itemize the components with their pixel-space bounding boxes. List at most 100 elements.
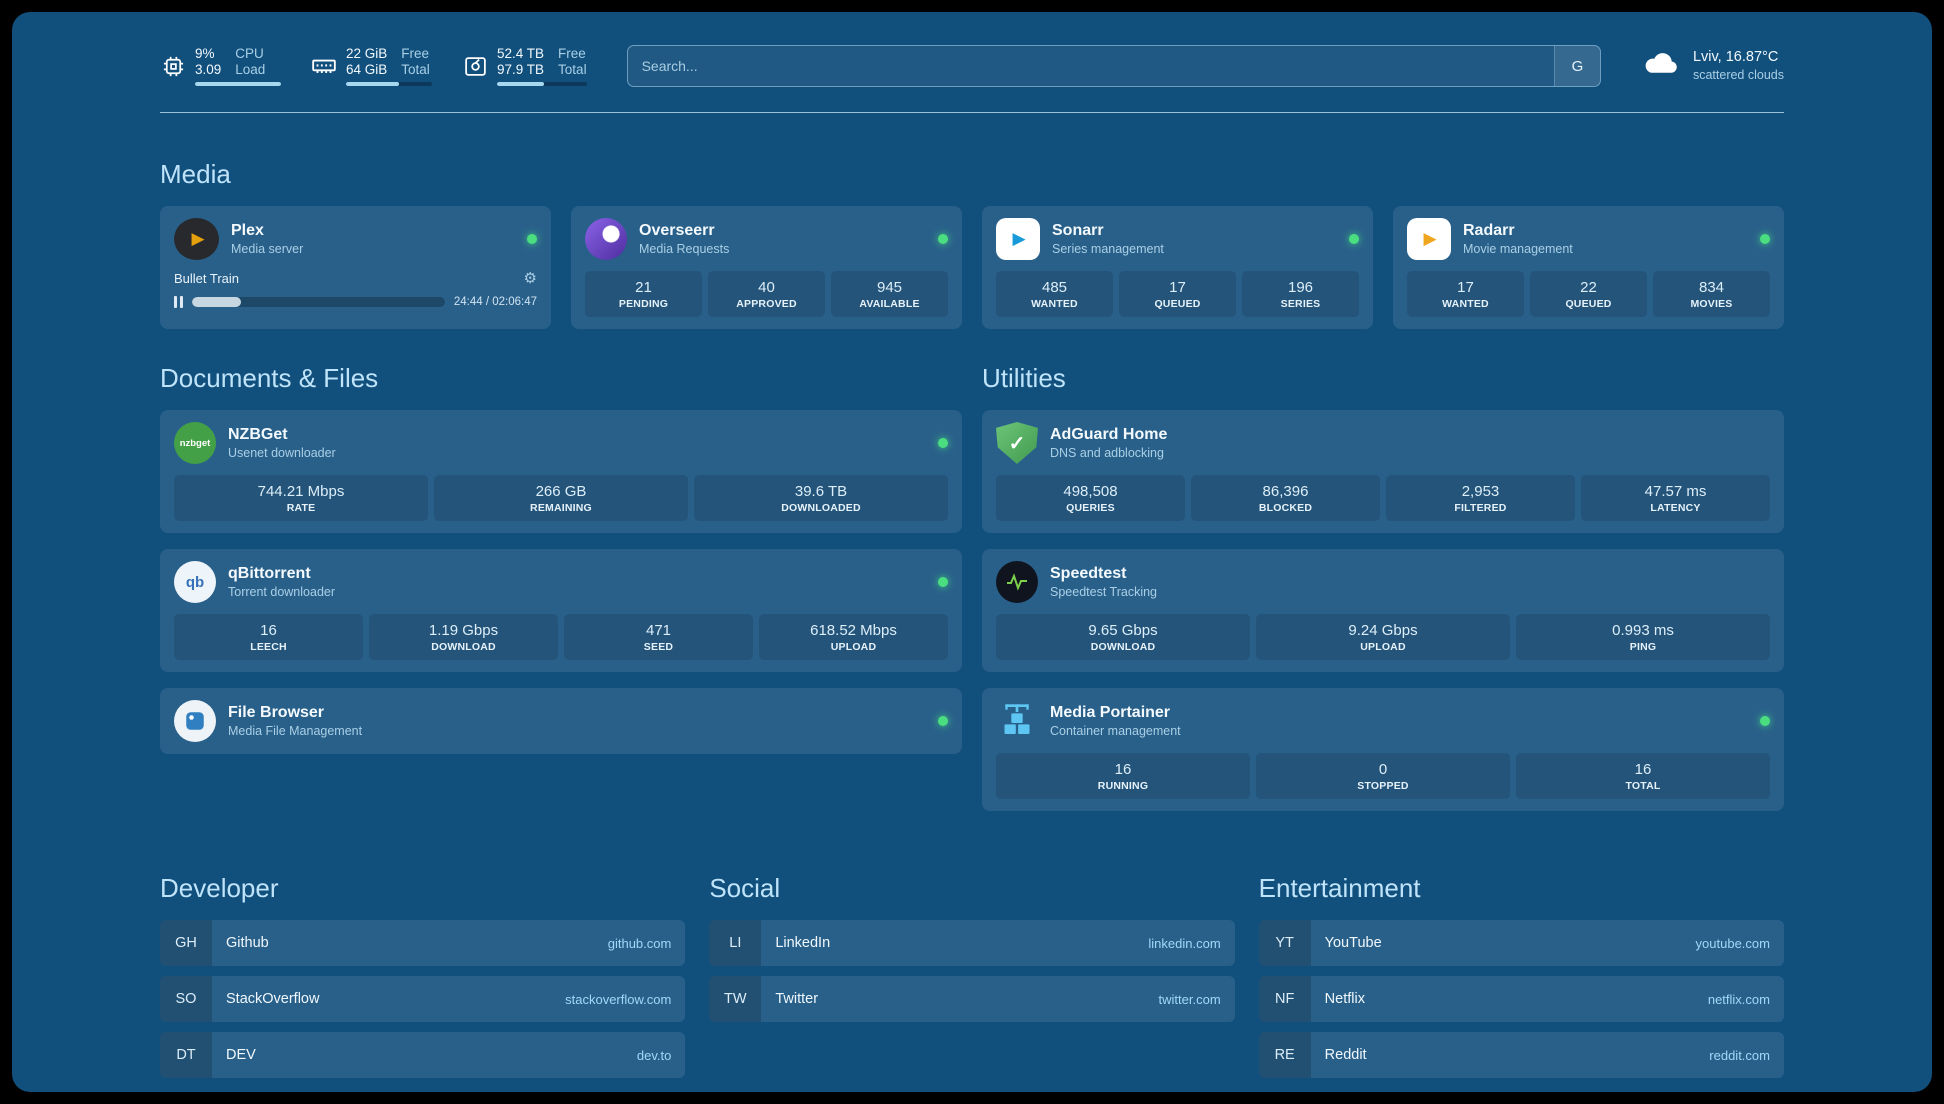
bookmark-url: github.com xyxy=(607,935,672,951)
bookmark-name: Github xyxy=(226,935,269,951)
playback-time: 24:44 / 02:06:47 xyxy=(453,296,537,308)
stat-rate: 744.21 Mbps RATE xyxy=(174,475,428,521)
bookmark-name: DEV xyxy=(226,1047,256,1063)
bookmark-github[interactable]: GH Github github.com xyxy=(160,920,686,966)
bookmark-stackoverflow[interactable]: SO StackOverflow stackoverflow.com xyxy=(160,976,686,1022)
bookmark-dev[interactable]: DT DEV dev.to xyxy=(160,1032,686,1078)
load-label: Load xyxy=(235,62,266,77)
bookmark-url: linkedin.com xyxy=(1148,935,1221,951)
service-subtitle: Torrent downloader xyxy=(228,585,336,599)
stat-downloaded: 39.6 TB DOWNLOADED xyxy=(694,475,948,521)
adguard-card[interactable]: ✓ AdGuard Home DNS and adblocking 498,50… xyxy=(982,410,1784,533)
service-name: Overseerr xyxy=(639,222,715,239)
disk-free-label: Free xyxy=(558,46,586,61)
bookmark-abbr: RE xyxy=(1258,1032,1311,1078)
bookmark-url: youtube.com xyxy=(1695,935,1770,951)
stat-wanted: 485 WANTED xyxy=(996,271,1113,317)
bookmark-youtube[interactable]: YT YouTube youtube.com xyxy=(1258,920,1784,966)
cpu-usage-bar xyxy=(195,82,281,86)
bookmark-name: StackOverflow xyxy=(226,991,320,1007)
service-name: Speedtest xyxy=(1050,565,1127,582)
filebrowser-card[interactable]: File Browser Media File Management xyxy=(160,688,962,754)
service-subtitle: Movie management xyxy=(1463,242,1573,256)
service-name: Radarr xyxy=(1463,222,1515,239)
stat-queued: 17 QUEUED xyxy=(1119,271,1236,317)
stat-ping: 0.993 ms PING xyxy=(1516,614,1770,660)
status-online-dot xyxy=(527,234,537,244)
disk-usage-bar xyxy=(497,82,587,86)
bookmark-url: stackoverflow.com xyxy=(565,991,672,1007)
bookmark-abbr: GH xyxy=(160,920,212,966)
pause-icon[interactable] xyxy=(174,296,183,308)
stat-download: 9.65 Gbps DOWNLOAD xyxy=(996,614,1250,660)
plex-card[interactable]: ▶ Plex Media server Bullet Train ⚙ xyxy=(160,206,551,329)
service-name: File Browser xyxy=(228,704,325,721)
stat-approved: 40 APPROVED xyxy=(708,271,825,317)
bookmark-netflix[interactable]: NF Netflix netflix.com xyxy=(1258,976,1784,1022)
service-subtitle: Media File Management xyxy=(228,724,363,738)
bookmark-group-entertainment: Entertainment YT YouTube youtube.com NF … xyxy=(1258,873,1784,1088)
nzbget-icon: nzbget xyxy=(174,422,216,464)
service-subtitle: Media server xyxy=(231,242,304,256)
service-subtitle: Series management xyxy=(1052,242,1164,256)
search-input[interactable] xyxy=(627,46,1554,86)
service-subtitle: Speedtest Tracking xyxy=(1050,585,1158,599)
portainer-icon xyxy=(996,700,1038,742)
qbittorrent-icon: qb xyxy=(174,561,216,603)
stat-movies: 834 MOVIES xyxy=(1653,271,1770,317)
radarr-card[interactable]: ▶ Radarr Movie management 17 WANTED 22 Q… xyxy=(1393,206,1784,329)
disk-icon xyxy=(462,54,488,79)
stat-filtered: 2,953 FILTERED xyxy=(1386,475,1575,521)
bookmark-name: Reddit xyxy=(1324,1047,1367,1063)
section-title-entertainment: Entertainment xyxy=(1258,873,1421,903)
now-playing-title: Bullet Train xyxy=(174,270,240,286)
bookmark-abbr: DT xyxy=(160,1032,212,1078)
progress-bar[interactable] xyxy=(192,297,445,307)
bookmark-abbr: YT xyxy=(1258,920,1311,966)
now-playing-widget: Bullet Train ⚙ 24:44 / 02:06:47 xyxy=(174,269,537,308)
cpu-load-value: 3.09 xyxy=(195,62,222,77)
cpu-icon xyxy=(160,55,186,78)
overseerr-card[interactable]: Overseerr Media Requests 21 PENDING 40 A… xyxy=(571,206,962,329)
section-title-utilities: Utilities xyxy=(982,363,1066,393)
qbittorrent-card[interactable]: qb qBittorrent Torrent downloader 16 LEE… xyxy=(160,549,962,672)
bookmark-name: Netflix xyxy=(1324,991,1365,1007)
memory-total-value: 64 GiB xyxy=(346,62,388,77)
bookmark-name: YouTube xyxy=(1324,935,1382,951)
resource-widgets: 9% 3.09 CPU Load xyxy=(160,46,587,86)
disk-total-value: 97.9 TB xyxy=(497,62,545,77)
stat-running: 16 RUNNING xyxy=(996,753,1250,799)
cloud-icon xyxy=(1641,50,1681,82)
sonarr-card[interactable]: ▶ Sonarr Series management 485 WANTED 17… xyxy=(982,206,1373,329)
sonarr-icon: ▶ xyxy=(996,218,1040,260)
bookmark-url: reddit.com xyxy=(1709,1047,1770,1063)
progress-fill xyxy=(192,297,242,307)
stat-available: 945 AVAILABLE xyxy=(831,271,948,317)
search-provider-button[interactable]: G xyxy=(1553,46,1600,86)
memory-free-label: Free xyxy=(401,46,430,61)
weather-widget: Lviv, 16.87°C scattered clouds xyxy=(1641,48,1784,84)
section-title-social: Social xyxy=(709,873,781,903)
status-online-dot xyxy=(1760,234,1770,244)
status-online-dot xyxy=(1760,716,1770,726)
bookmark-linkedin[interactable]: LI LinkedIn linkedin.com xyxy=(709,920,1235,966)
status-online-dot xyxy=(1349,234,1359,244)
memory-total-label: Total xyxy=(401,62,430,77)
bookmark-url: twitter.com xyxy=(1158,991,1221,1007)
stat-upload: 618.52 Mbps UPLOAD xyxy=(759,614,948,660)
weather-location: Lviv, 16.87°C xyxy=(1692,49,1779,65)
stat-remaining: 266 GB REMAINING xyxy=(434,475,688,521)
bookmark-abbr: NF xyxy=(1258,976,1311,1022)
bookmark-url: netflix.com xyxy=(1707,991,1770,1007)
gear-icon[interactable]: ⚙ xyxy=(523,270,537,287)
speedtest-card[interactable]: Speedtest Speedtest Tracking 9.65 Gbps D… xyxy=(982,549,1784,672)
bookmark-twitter[interactable]: TW Twitter twitter.com xyxy=(709,976,1235,1022)
disk-widget: 52.4 TB 97.9 TB Free Total xyxy=(462,46,587,86)
portainer-card[interactable]: Media Portainer Container management 16 … xyxy=(982,688,1784,811)
nzbget-card[interactable]: nzbget NZBGet Usenet downloader 744.21 M… xyxy=(160,410,962,533)
bookmark-abbr: LI xyxy=(709,920,762,966)
stat-pending: 21 PENDING xyxy=(585,271,702,317)
status-online-dot xyxy=(938,716,948,726)
bookmark-reddit[interactable]: RE Reddit reddit.com xyxy=(1258,1032,1784,1078)
stat-leech: 16 LEECH xyxy=(174,614,363,660)
